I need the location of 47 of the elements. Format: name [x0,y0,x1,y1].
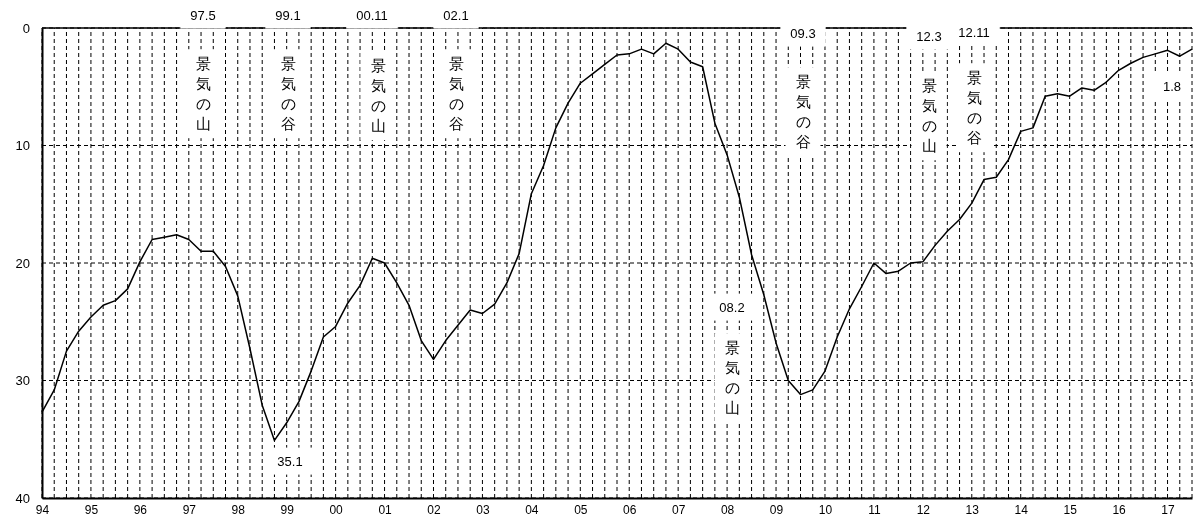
annotation: 景気の山 [370,57,386,135]
annotation: 景気の山 [921,77,937,155]
x-tick-label: 14 [1014,502,1029,517]
annotation: 景気の山 [195,55,211,133]
annotation: 35.1 [277,453,303,469]
y-tick-label: 10 [15,138,30,154]
annotation: 1.8 [1162,78,1182,94]
x-tick-label: 16 [1112,502,1127,517]
x-tick-label: 95 [84,502,99,517]
x-tick-label: 17 [1161,502,1176,517]
x-tick-label: 98 [231,502,246,517]
x-tick-label: 12 [916,502,931,517]
x-tick-label: 02 [427,502,441,517]
annotation: 景気の谷 [448,55,464,133]
annotation: 12.11 [958,24,990,40]
x-tick-label: 00 [329,502,344,517]
annotation: 景気の山 [724,339,740,417]
text: 99.1 [275,7,301,23]
annotation: 08.2 [719,299,745,315]
x-tick-label: 99 [280,502,295,517]
annotation: 景気の谷 [966,69,982,147]
y-tick-label: 20 [15,255,30,271]
x-tick-label: 01 [378,502,393,517]
x-tick-label: 08 [720,502,735,517]
y-tick-label: 0 [22,20,30,36]
x-tick-label: 10 [818,502,833,517]
x-tick-label: 11 [868,502,881,517]
x-tick-label: 13 [965,502,980,517]
annotation: 景気の谷 [280,55,296,133]
y-tick-label: 30 [15,373,30,389]
annotation: 09.3 [790,25,816,41]
annotation: 景気の谷 [795,73,811,151]
x-tick-label: 97 [182,502,197,517]
text: 00.11 [356,7,388,23]
text: 02.1 [443,7,469,23]
annotation: 12.3 [916,28,942,44]
x-tick-label: 05 [574,502,588,517]
text: 97.5 [190,7,216,23]
y-tick-label: 40 [15,490,30,506]
x-tick-label: 09 [769,502,784,517]
x-tick-label: 06 [623,502,637,517]
x-tick-label: 07 [671,502,686,517]
x-tick-label: 94 [35,502,50,517]
x-tick-label: 03 [476,502,490,517]
x-tick-label: 15 [1063,502,1078,517]
x-tick-label: 04 [525,502,539,517]
x-tick-label: 96 [133,502,148,517]
